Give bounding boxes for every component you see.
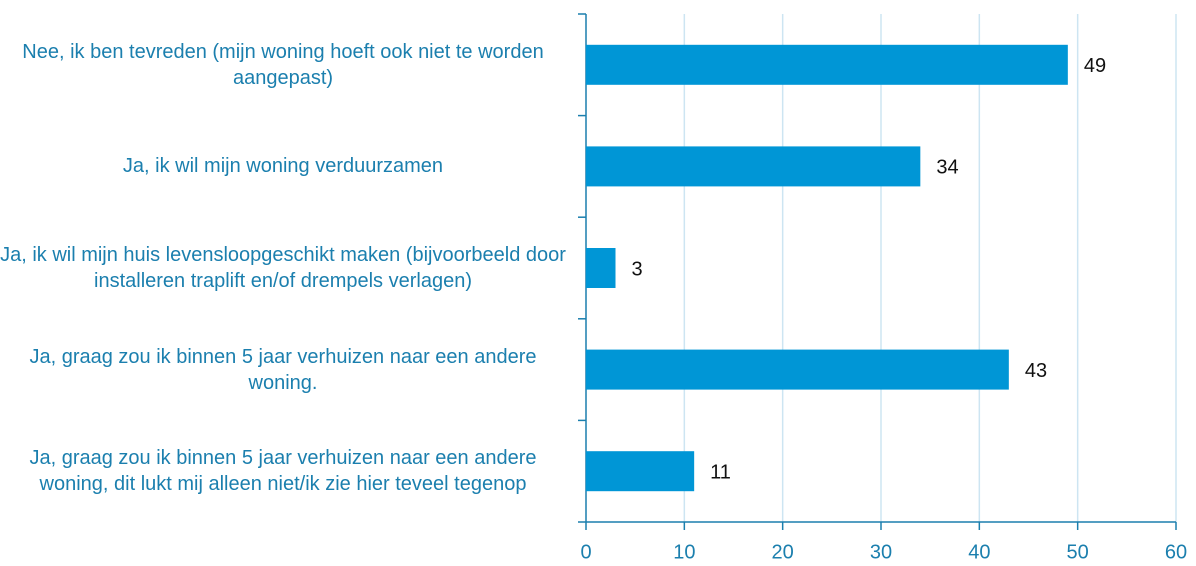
x-tick-label: 20 — [772, 541, 794, 563]
bar — [586, 451, 695, 492]
bar — [586, 44, 1068, 85]
value-label: 3 — [632, 258, 643, 280]
bar — [586, 146, 921, 187]
bar — [586, 248, 616, 288]
x-tick-label: 0 — [580, 541, 591, 563]
x-tick-label: 50 — [1067, 541, 1089, 563]
category-label: Ja, ik wil mijn woning verduurzamen — [122, 155, 444, 178]
category-label: Ja, ik wil mijn huis levensloopgeschikt … — [0, 243, 566, 292]
value-label: 49 — [1084, 55, 1106, 77]
x-tick-label: 40 — [968, 541, 990, 563]
value-label: 11 — [710, 461, 731, 483]
x-tick-label: 10 — [673, 541, 695, 563]
value-label: 43 — [1025, 360, 1047, 382]
x-tick-label: 30 — [870, 541, 892, 563]
value-label: 34 — [936, 157, 958, 179]
bar — [586, 349, 1009, 390]
x-tick-label: 60 — [1165, 541, 1187, 563]
category-label: Ja, graag zou ik binnen 5 jaar verhuizen… — [29, 345, 537, 394]
category-label: Ja, graag zou ik binnen 5 jaar verhuizen… — [29, 447, 537, 496]
category-label: Nee, ik ben tevreden (mijn woning hoeft … — [22, 40, 544, 89]
